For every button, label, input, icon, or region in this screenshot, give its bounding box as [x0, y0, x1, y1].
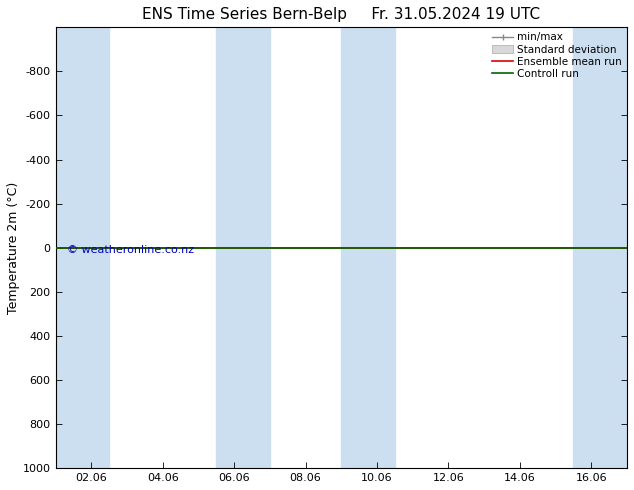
- Text: © weatheronline.co.nz: © weatheronline.co.nz: [67, 245, 194, 255]
- Bar: [216, 27, 270, 468]
- Bar: [574, 27, 627, 468]
- Legend: min/max, Standard deviation, Ensemble mean run, Controll run: min/max, Standard deviation, Ensemble me…: [490, 30, 624, 81]
- Y-axis label: Temperature 2m (°C): Temperature 2m (°C): [7, 182, 20, 314]
- Title: ENS Time Series Bern-Belp     Fr. 31.05.2024 19 UTC: ENS Time Series Bern-Belp Fr. 31.05.2024…: [142, 7, 540, 22]
- Bar: [56, 27, 109, 468]
- Bar: [341, 27, 395, 468]
